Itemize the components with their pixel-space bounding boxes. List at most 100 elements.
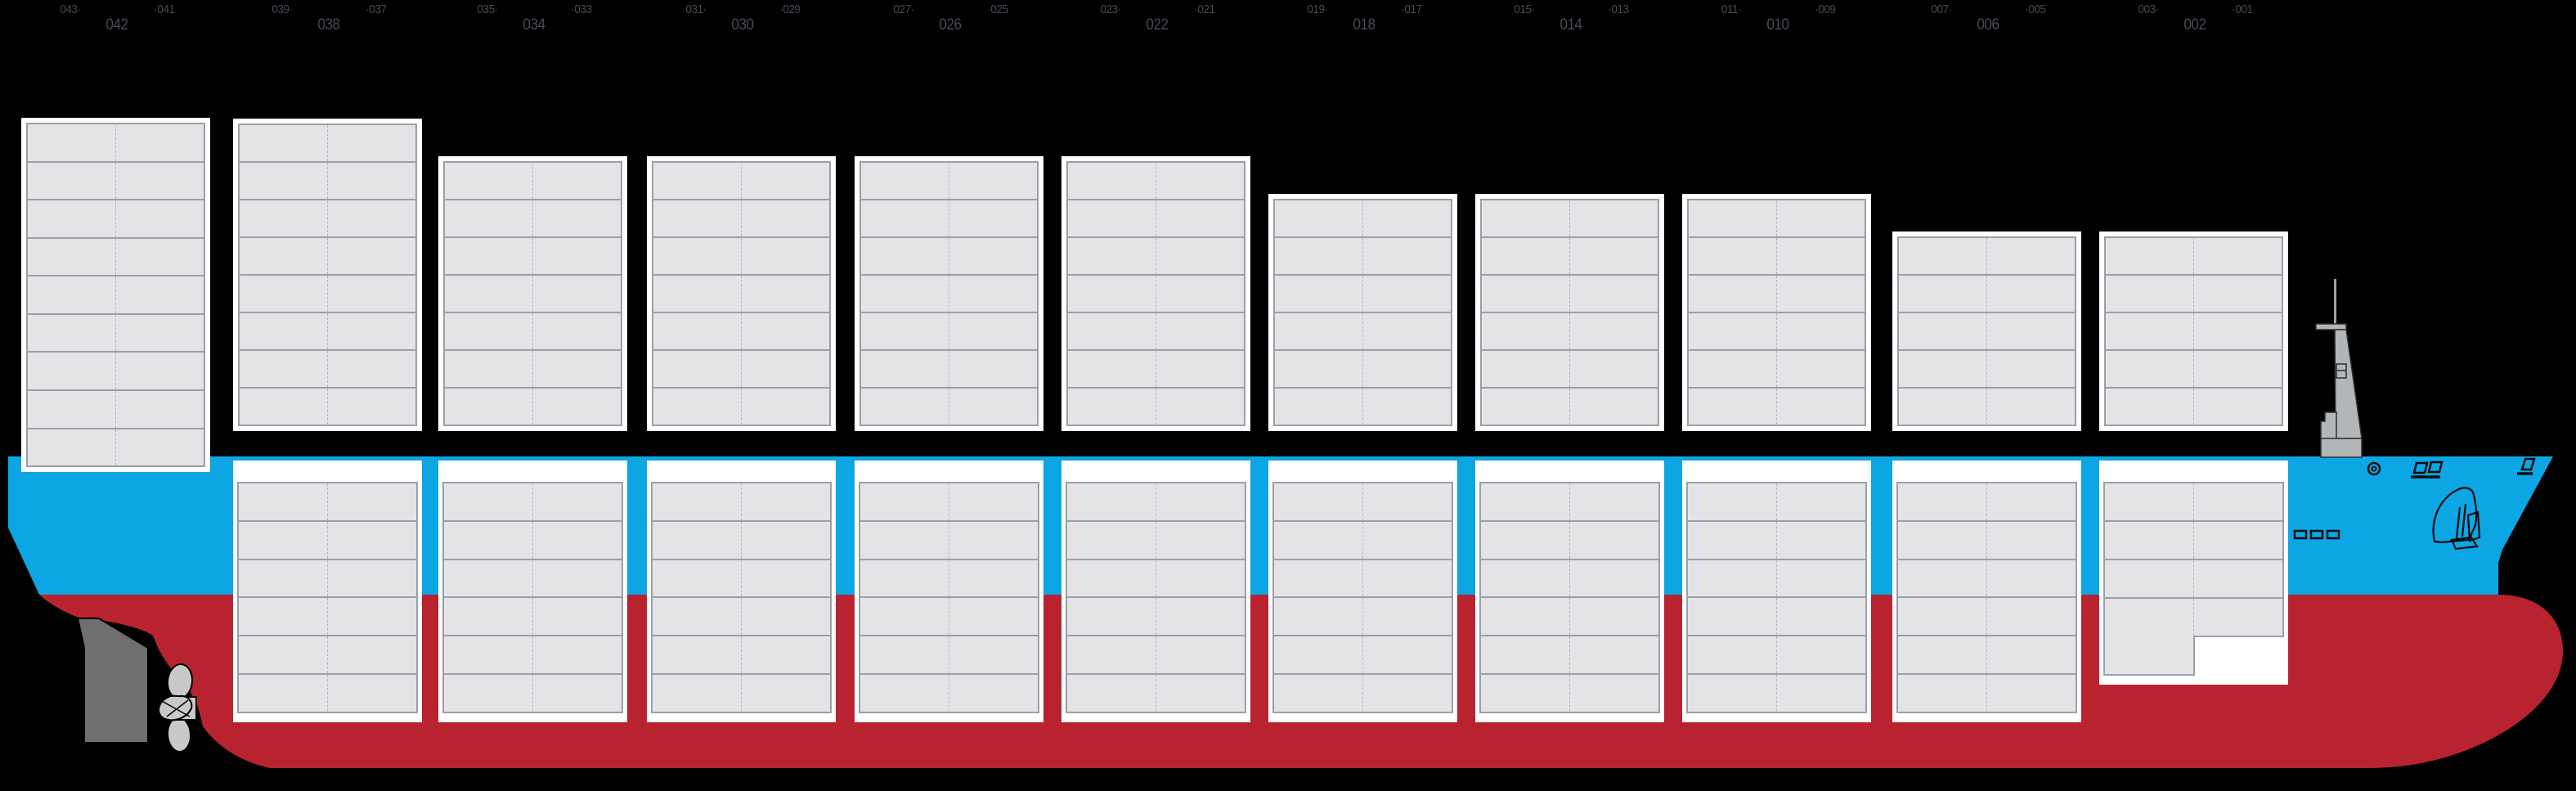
container-slot[interactable]: [28, 238, 116, 276]
container-slot[interactable]: [328, 351, 415, 387]
container-slot[interactable]: [28, 314, 116, 352]
container-slot[interactable]: [240, 163, 328, 199]
container-slot[interactable]: [1481, 598, 1570, 636]
container-slot[interactable]: [1068, 389, 1156, 425]
container-slot[interactable]: [2194, 560, 2282, 597]
container-slot[interactable]: [116, 353, 204, 389]
container-slot[interactable]: [653, 238, 742, 274]
container-slot[interactable]: [239, 675, 328, 712]
container-slot[interactable]: [742, 598, 830, 636]
container-slot[interactable]: [861, 163, 949, 199]
container-slot[interactable]: [1899, 238, 1987, 274]
container-slot[interactable]: [240, 313, 328, 349]
container-slot[interactable]: [1156, 560, 1245, 597]
container-slot[interactable]: [445, 276, 533, 312]
container-slot[interactable]: [949, 351, 1037, 387]
container-slot[interactable]: [28, 429, 116, 466]
container-slot[interactable]: [949, 389, 1037, 425]
container-slot[interactable]: [444, 483, 533, 520]
container-slot[interactable]: [239, 598, 328, 636]
container-slot[interactable]: [860, 598, 949, 636]
container-slot[interactable]: [1570, 313, 1658, 349]
container-slot[interactable]: [533, 163, 621, 199]
container-slot[interactable]: [1777, 636, 1865, 674]
container-slot[interactable]: [1688, 675, 1777, 712]
container-slot[interactable]: [861, 389, 949, 425]
container-slot[interactable]: [239, 483, 328, 520]
container-slot[interactable]: [1482, 313, 1570, 349]
container-slot[interactable]: [742, 238, 829, 274]
container-slot[interactable]: [861, 238, 949, 274]
container-slot[interactable]: [28, 124, 116, 161]
container-slot[interactable]: [1777, 598, 1865, 636]
container-slot[interactable]: [445, 351, 533, 387]
container-slot[interactable]: [1068, 276, 1156, 312]
container-slot[interactable]: [28, 276, 116, 313]
container-slot[interactable]: [328, 521, 416, 559]
container-slot[interactable]: [1777, 675, 1865, 712]
container-slot[interactable]: [1363, 636, 1452, 674]
container-slot[interactable]: [328, 598, 416, 636]
container-slot[interactable]: [1156, 598, 1245, 636]
container-slot[interactable]: [1363, 351, 1451, 387]
container-slot[interactable]: [116, 314, 204, 352]
container-slot[interactable]: [1275, 389, 1363, 425]
container-slot[interactable]: [328, 389, 415, 425]
container-slot[interactable]: [444, 521, 533, 559]
container-slot[interactable]: [1899, 276, 1987, 312]
container-slot[interactable]: [240, 238, 328, 274]
container-slot[interactable]: [1156, 483, 1245, 520]
container-slot[interactable]: [2106, 313, 2194, 349]
container-slot[interactable]: [328, 200, 415, 236]
container-slot[interactable]: [1689, 238, 1777, 274]
container-slot[interactable]: [1068, 351, 1156, 387]
container-slot[interactable]: [1689, 276, 1777, 312]
container-slot[interactable]: [1274, 521, 1363, 559]
container-slot[interactable]: [533, 351, 621, 387]
container-slot[interactable]: [445, 200, 533, 236]
container-slot[interactable]: [949, 238, 1037, 274]
container-slot[interactable]: [2105, 560, 2194, 597]
container-slot[interactable]: [533, 598, 622, 636]
container-slot[interactable]: [328, 125, 415, 161]
container-slot[interactable]: [1067, 636, 1156, 674]
container-slot[interactable]: [1570, 521, 1658, 559]
container-slot[interactable]: [2106, 238, 2194, 274]
container-slot[interactable]: [1156, 200, 1244, 236]
container-slot[interactable]: [1275, 200, 1363, 236]
container-slot[interactable]: [328, 675, 416, 712]
container-slot[interactable]: [1570, 636, 1658, 674]
container-slot[interactable]: [1068, 238, 1156, 274]
container-slot[interactable]: [239, 521, 328, 559]
container-slot[interactable]: [239, 636, 328, 674]
container-slot[interactable]: [1689, 351, 1777, 387]
container-slot[interactable]: [949, 598, 1038, 636]
container-slot[interactable]: [1275, 238, 1363, 274]
container-slot[interactable]: [239, 560, 328, 597]
container-slot[interactable]: [1689, 200, 1777, 236]
container-slot[interactable]: [1363, 675, 1452, 712]
container-slot[interactable]: [1482, 200, 1570, 236]
container-slot[interactable]: [653, 483, 742, 520]
container-slot[interactable]: [1987, 598, 2076, 636]
container-slot[interactable]: [2106, 351, 2194, 387]
container-slot[interactable]: [1482, 389, 1570, 425]
container-slot[interactable]: [240, 276, 328, 312]
container-slot[interactable]: [1777, 351, 1865, 387]
container-slot[interactable]: [1156, 163, 1244, 199]
container-slot[interactable]: [444, 636, 533, 674]
container-slot[interactable]: [444, 598, 533, 636]
container-slot[interactable]: [1274, 675, 1363, 712]
container-slot[interactable]: [2194, 483, 2282, 520]
container-slot[interactable]: [328, 560, 416, 597]
container-slot[interactable]: [1363, 598, 1452, 636]
container-slot[interactable]: [533, 483, 622, 520]
container-slot[interactable]: [328, 636, 416, 674]
container-slot[interactable]: [445, 163, 533, 199]
container-slot[interactable]: [1156, 636, 1245, 674]
container-slot[interactable]: [1987, 351, 2075, 387]
container-slot[interactable]: [116, 238, 204, 276]
container-slot[interactable]: [653, 313, 742, 349]
container-slot[interactable]: [1777, 521, 1865, 559]
container-slot[interactable]: [742, 276, 829, 312]
